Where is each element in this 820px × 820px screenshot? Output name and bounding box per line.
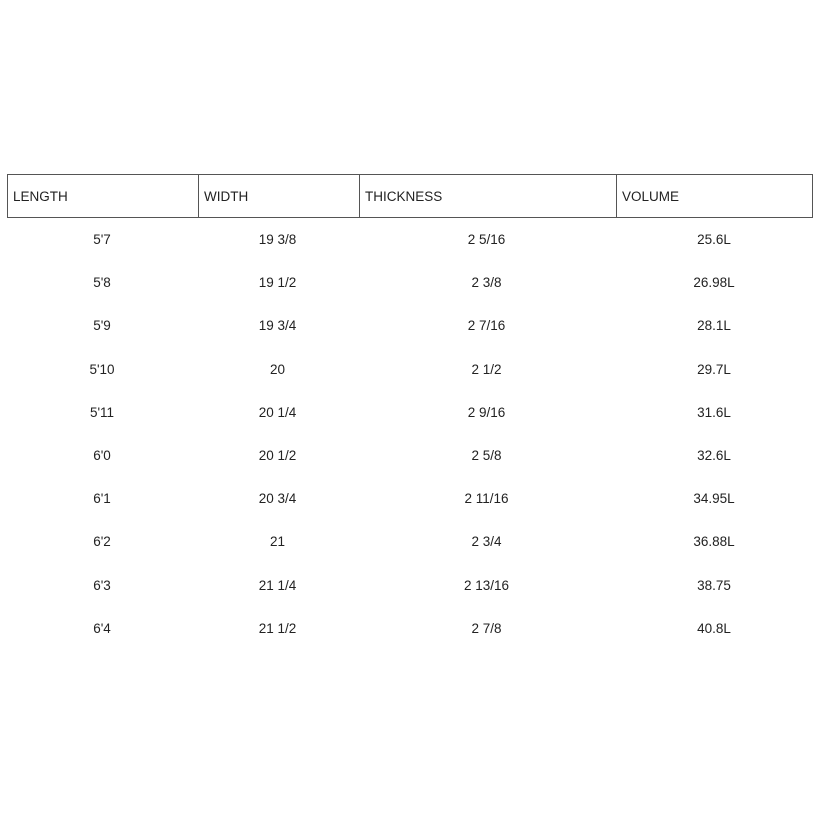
table-cell: 19 3/8 [258, 232, 297, 247]
table-cell: 25.6L [697, 232, 731, 247]
header-cell: THICKNESS [359, 175, 616, 217]
table-cell: 6'0 [93, 448, 111, 463]
table-cell: 21 [269, 534, 286, 550]
table-cell: 34.95L [693, 491, 735, 507]
table-cell: 5'7 [93, 232, 111, 247]
table-cell: 2 11/16 [464, 491, 509, 507]
table-cell: 40.8L [697, 620, 731, 636]
table-cell: 2 13/16 [463, 577, 510, 593]
table-cell: 6'1 [93, 491, 111, 507]
table-cell: 6'2 [93, 534, 111, 550]
table-cell: 32.6L [697, 448, 731, 463]
table-cell: 2 7/8 [471, 620, 502, 636]
table-cell: 5'11 [89, 404, 115, 420]
table-cell: 36.88L [693, 534, 735, 550]
table-cell: 19 1/2 [258, 275, 297, 291]
table-cell: 2 5/16 [467, 232, 506, 247]
header-cell: LENGTH [13, 189, 68, 204]
table-cell: 31.6L [697, 404, 731, 420]
table-cell: 20 1/4 [258, 404, 297, 420]
table-cell: 2 3/8 [471, 275, 502, 291]
table-cell: 21 1/4 [258, 577, 297, 593]
table-cell: 28.1L [697, 318, 731, 334]
table-cell: 2 9/16 [467, 404, 506, 420]
table-header: LENGTH WIDTH THICKNESS VOLUME [7, 174, 813, 218]
header-cell: VOLUME [616, 175, 814, 217]
table-cell: 38.75 [697, 577, 731, 593]
header-cell: WIDTH [198, 175, 359, 217]
table-cell: 2 1/2 [471, 361, 502, 377]
table-cell: 20 3/4 [258, 491, 297, 507]
table-cell: 5'9 [93, 318, 111, 334]
table-cell: 26.98L [693, 275, 735, 291]
table-cell: 2 5/8 [471, 448, 502, 463]
table-cell: 21 1/2 [258, 620, 297, 636]
table-cell: 6'3 [93, 577, 111, 593]
table-cell: 2 7/16 [467, 318, 506, 334]
table-cell: 5'10 [89, 361, 115, 377]
table-cell: 20 [269, 361, 286, 377]
table-cell: 20 1/2 [258, 448, 297, 463]
table-cell: 6'4 [93, 620, 111, 636]
table-cell: 2 3/4 [471, 534, 502, 550]
table-cell: 5'8 [93, 275, 111, 291]
table-cell: 19 3/4 [258, 318, 297, 334]
table-cell: 29.7L [697, 361, 731, 377]
